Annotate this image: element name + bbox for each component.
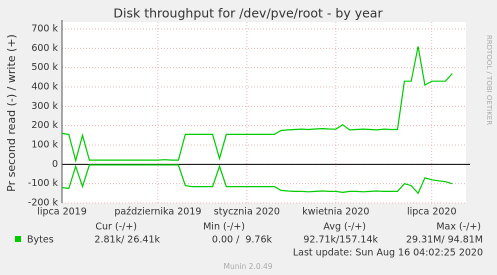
version: Munin 2.0.49 — [223, 262, 272, 271]
x-tick-label: lipca 2020 — [407, 207, 457, 218]
legend-header: Min (-/+) — [203, 222, 245, 233]
y-axis-label: Pr second read (-) / write (+) — [5, 34, 18, 192]
legend-label: Bytes — [27, 235, 54, 246]
x-tick-label: października 2019 — [114, 207, 201, 218]
y-tick-label: 600 k — [31, 43, 58, 54]
y-tick-label: 700 k — [31, 24, 58, 35]
y-tick-label: 300 k — [31, 101, 58, 112]
y-tick-label: 500 k — [31, 62, 58, 73]
legend-header: Avg (-/+) — [323, 222, 366, 233]
plot-area — [62, 22, 466, 203]
last-update: Last update: Sun Aug 16 04:02:25 2020 — [293, 248, 483, 259]
legend-swatch — [15, 236, 21, 242]
legend-header: Cur (-/+) — [95, 222, 137, 233]
y-tick-label: 200 k — [31, 120, 58, 131]
x-tick-label: kwietnia 2020 — [302, 207, 369, 218]
legend-value: 0.00 / 9.76k — [212, 235, 273, 246]
legend-value: 29.31M/ 94.81M — [406, 235, 483, 246]
chart-title: Disk throughput for /dev/pve/root - by y… — [113, 6, 383, 21]
x-tick-label: lipca 2019 — [37, 207, 87, 218]
x-tick-label: stycznia 2020 — [214, 207, 280, 218]
legend-header: Max (-/+) — [436, 222, 481, 233]
side-text: RRDTOOL / TOBI OETIKER — [485, 35, 493, 125]
y-tick-label: -100 k — [28, 178, 59, 189]
y-tick-label: 100 k — [31, 140, 58, 151]
legend-value: 2.81k/ 26.41k — [94, 235, 160, 246]
legend-value: 92.71k/157.14k — [303, 235, 378, 246]
y-tick-label: 0 — [52, 159, 58, 170]
y-tick-label: 400 k — [31, 82, 58, 93]
y-tick-label: -200 k — [28, 198, 59, 209]
